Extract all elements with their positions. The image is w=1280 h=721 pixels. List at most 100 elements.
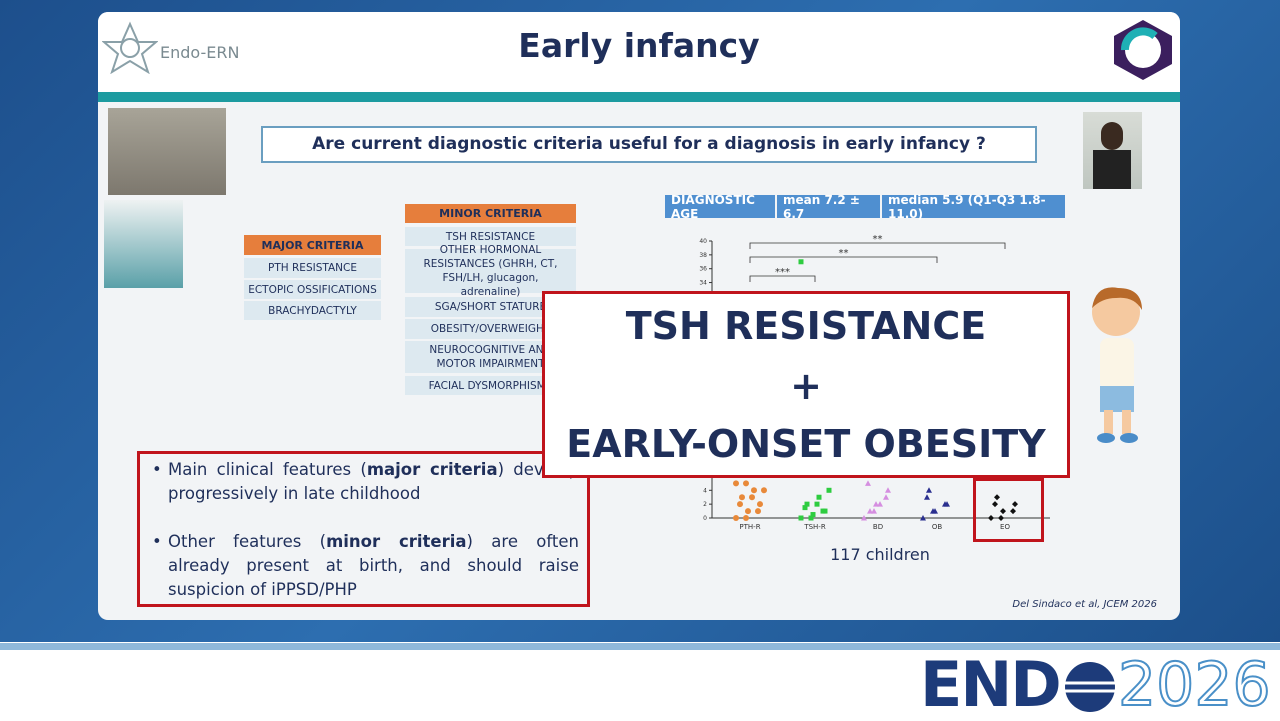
major-item: ECTOPIC OSSIFICATIONS (244, 280, 381, 299)
photo-speaker (1083, 112, 1142, 189)
slide-title: Early infancy (518, 26, 760, 65)
point (883, 494, 889, 500)
major-item: PTH RESISTANCE (244, 258, 381, 278)
point (749, 494, 755, 501)
minor-item: TSH RESISTANCE (405, 227, 576, 246)
y-tick-label: 40 (699, 238, 707, 245)
y-tick-label: 2 (703, 501, 707, 508)
point (877, 501, 883, 507)
point (992, 501, 998, 508)
significance-bracket (749, 275, 816, 282)
point (865, 480, 871, 486)
ern-logo-icon (102, 21, 158, 74)
text: Other features ( (168, 532, 327, 551)
logo-text: Endo-ERN (160, 43, 240, 62)
significance-bracket (749, 256, 938, 263)
major-header: MAJOR CRITERIA (244, 235, 381, 255)
bullets-box: Main clinical features (major criteria ) … (137, 451, 590, 607)
citation: Del Sindaco et al, JCEM 2026 (1012, 599, 1157, 610)
point (810, 512, 816, 518)
point (739, 494, 745, 501)
point (814, 501, 820, 507)
overlay-line: TSH RESISTANCE (625, 304, 987, 348)
point (751, 487, 757, 494)
significance-label: ** (839, 248, 849, 259)
footer-logo-right: 2026 (1117, 649, 1272, 721)
point (867, 508, 873, 514)
overlay-line: EARLY-ONSET OBESITY (566, 422, 1046, 466)
age-mean: mean 7.2 ± 6.7 (777, 193, 880, 221)
x-tick-label: TSH-R (803, 523, 826, 531)
x-tick-label: PTH-R (739, 523, 760, 531)
point (1000, 508, 1006, 515)
point (743, 480, 749, 487)
point (932, 508, 938, 514)
point (871, 508, 877, 514)
point (802, 505, 808, 511)
footer-globe (1065, 662, 1115, 712)
minor-item: OBESITY/OVERWEIGHT (405, 319, 576, 339)
point (1012, 501, 1018, 508)
point (816, 494, 822, 500)
point (926, 487, 932, 493)
footer-logo-left: END (920, 648, 1062, 721)
y-tick-label: 38 (699, 252, 707, 259)
y-tick-label: 4 (703, 487, 707, 494)
point (1010, 508, 1016, 515)
point (944, 501, 950, 507)
point (822, 508, 828, 514)
point (826, 487, 832, 493)
point (861, 515, 867, 521)
point (885, 487, 891, 493)
overlay-line: + (790, 364, 822, 408)
y-tick-label: 0 (703, 515, 707, 522)
bold-text: minor criteria (326, 532, 467, 551)
point (873, 501, 879, 507)
minor-item: FACIAL DYSMORPHISMS (405, 376, 576, 395)
point (761, 487, 767, 494)
point (808, 515, 814, 521)
minor-item: SGA/SHORT STATURE (405, 297, 576, 317)
overlay-box: TSH RESISTANCE + EARLY-ONSET OBESITY (542, 291, 1070, 478)
corner-logo (1114, 20, 1172, 80)
bold-text: major criteria (366, 460, 498, 479)
age-label: DIAGNOSTIC AGE (665, 193, 775, 221)
point (804, 501, 810, 507)
slide-header (98, 12, 1180, 92)
y-tick-label: 36 (699, 266, 707, 273)
major-item: BRACHYDACTYLY (244, 301, 381, 320)
point (757, 501, 763, 508)
x-tick-label: OB (932, 523, 943, 531)
significance-label: *** (775, 267, 790, 278)
x-tick-label: EO (1000, 523, 1010, 531)
footer-line (0, 643, 1280, 650)
point (994, 494, 1000, 501)
point (745, 508, 751, 515)
point (733, 515, 739, 521)
text: ) are often already present at birth, an… (168, 532, 579, 599)
child-illustration (1092, 287, 1142, 443)
point (998, 515, 1004, 521)
point (920, 515, 926, 521)
age-median: median 5.9 (Q1-Q3 1.8-11.0) (882, 193, 1065, 221)
point (924, 494, 930, 500)
significance-label: ** (873, 234, 883, 245)
text: Main clinical features ( (168, 460, 367, 479)
photo-ward (104, 200, 183, 288)
photo-hospital (108, 108, 226, 195)
bullet: Other features (minor criteria) are ofte… (152, 530, 579, 602)
teal-band (98, 92, 1180, 102)
chart-caption: 117 children (830, 545, 930, 564)
point (743, 515, 749, 521)
point (733, 480, 739, 487)
y-tick-label: 34 (699, 280, 707, 287)
significance-bracket (749, 242, 1006, 249)
point (755, 508, 761, 515)
point (798, 515, 804, 521)
bullet: Main clinical features (major criteria) … (152, 458, 579, 506)
point (737, 501, 743, 508)
minor-header: MINOR CRITERIA (405, 204, 576, 223)
eo-highlight (973, 478, 1044, 542)
